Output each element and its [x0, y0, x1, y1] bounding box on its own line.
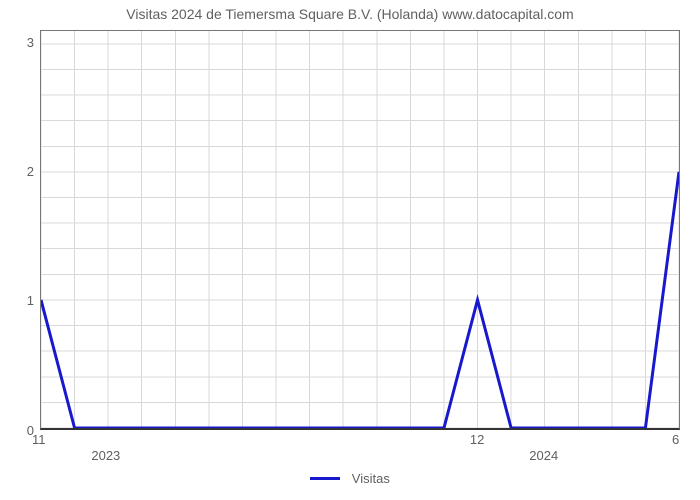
chart-title: Visitas 2024 de Tiemersma Square B.V. (H… [0, 6, 700, 22]
y-tick-label: 2 [27, 164, 34, 179]
plot-area [40, 30, 680, 430]
x-year-label: 2024 [529, 448, 558, 463]
plot-svg [41, 31, 679, 428]
x-year-label: 2023 [91, 448, 120, 463]
grid [41, 31, 679, 428]
legend-swatch [310, 477, 340, 480]
y-tick-label: 3 [27, 35, 34, 50]
x-tick-label: 6 [672, 432, 679, 447]
legend-label: Visitas [352, 471, 390, 486]
y-tick-label: 1 [27, 293, 34, 308]
legend: Visitas [0, 470, 700, 486]
visits-chart: Visitas 2024 de Tiemersma Square B.V. (H… [0, 0, 700, 500]
x-tick-label: 11 [32, 432, 46, 447]
x-tick-label: 12 [470, 432, 484, 447]
